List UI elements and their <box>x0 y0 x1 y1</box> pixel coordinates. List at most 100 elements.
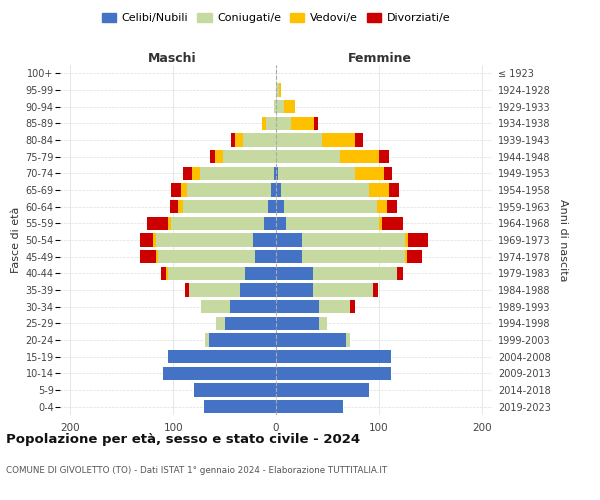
Bar <box>184 200 268 213</box>
Bar <box>240 284 276 296</box>
Bar <box>263 216 276 230</box>
Bar <box>276 166 278 180</box>
Bar <box>276 300 319 314</box>
Bar <box>274 166 276 180</box>
Bar <box>168 216 171 230</box>
Text: Femmine: Femmine <box>347 52 412 65</box>
Bar <box>158 250 256 264</box>
Bar <box>184 166 191 180</box>
Bar <box>382 216 403 230</box>
Bar <box>191 166 200 180</box>
Bar <box>322 134 355 146</box>
Bar <box>276 266 313 280</box>
Bar <box>397 266 403 280</box>
Bar <box>379 150 389 164</box>
Bar <box>140 234 152 246</box>
Bar <box>187 184 271 196</box>
Bar <box>163 366 276 380</box>
Bar <box>217 316 224 330</box>
Bar <box>178 200 184 213</box>
Bar <box>355 166 384 180</box>
Bar <box>215 150 223 164</box>
Bar <box>276 400 343 413</box>
Bar <box>148 216 168 230</box>
Bar <box>168 266 245 280</box>
Bar <box>276 234 302 246</box>
Bar <box>407 234 428 246</box>
Bar <box>268 200 276 213</box>
Bar <box>350 300 355 314</box>
Legend: Celibi/Nubili, Coniugati/e, Vedovi/e, Divorziati/e: Celibi/Nubili, Coniugati/e, Vedovi/e, Di… <box>97 8 455 28</box>
Bar <box>281 184 368 196</box>
Bar <box>314 116 318 130</box>
Bar <box>223 150 276 164</box>
Bar <box>276 316 319 330</box>
Bar <box>276 284 313 296</box>
Bar <box>340 150 379 164</box>
Bar <box>377 200 387 213</box>
Text: Popolazione per età, sesso e stato civile - 2024: Popolazione per età, sesso e stato civil… <box>6 432 360 446</box>
Bar <box>302 234 404 246</box>
Bar <box>404 234 407 246</box>
Bar <box>224 316 276 330</box>
Bar <box>384 166 392 180</box>
Bar <box>313 266 397 280</box>
Bar <box>276 366 391 380</box>
Bar <box>276 134 322 146</box>
Y-axis label: Anni di nascita: Anni di nascita <box>558 198 568 281</box>
Bar <box>166 266 168 280</box>
Bar <box>205 334 209 346</box>
Bar <box>245 266 276 280</box>
Bar <box>276 184 281 196</box>
Bar <box>284 100 295 114</box>
Bar <box>140 250 155 264</box>
Bar <box>379 216 382 230</box>
Bar <box>407 250 422 264</box>
Text: COMUNE DI GIVOLETTO (TO) - Dati ISTAT 1° gennaio 2024 - Elaborazione TUTTITALIA.: COMUNE DI GIVOLETTO (TO) - Dati ISTAT 1°… <box>6 466 387 475</box>
Bar <box>387 200 397 213</box>
Bar <box>319 316 328 330</box>
Bar <box>235 134 243 146</box>
Bar <box>302 250 404 264</box>
Bar <box>276 200 284 213</box>
Bar <box>373 284 378 296</box>
Bar <box>404 250 407 264</box>
Y-axis label: Fasce di età: Fasce di età <box>11 207 21 273</box>
Text: Maschi: Maschi <box>148 52 197 65</box>
Bar <box>168 350 276 364</box>
Bar <box>209 334 276 346</box>
Bar <box>194 384 276 396</box>
Bar <box>210 150 215 164</box>
Bar <box>276 216 286 230</box>
Bar <box>271 184 276 196</box>
Bar <box>161 266 166 280</box>
Bar <box>171 184 181 196</box>
Bar <box>278 166 355 180</box>
Bar <box>355 134 364 146</box>
Bar <box>253 234 276 246</box>
Bar <box>276 100 284 114</box>
Bar <box>368 184 389 196</box>
Bar <box>389 184 400 196</box>
Bar <box>274 100 276 114</box>
Bar <box>152 234 155 246</box>
Bar <box>276 350 391 364</box>
Bar <box>292 116 314 130</box>
Bar <box>276 150 340 164</box>
Bar <box>200 166 274 180</box>
Bar <box>346 334 350 346</box>
Bar <box>231 134 235 146</box>
Bar <box>266 116 276 130</box>
Bar <box>276 384 368 396</box>
Bar <box>276 334 346 346</box>
Bar <box>256 250 276 264</box>
Bar <box>230 300 276 314</box>
Bar <box>171 216 263 230</box>
Bar <box>319 300 350 314</box>
Bar <box>185 284 188 296</box>
Bar <box>284 200 377 213</box>
Bar <box>276 250 302 264</box>
Bar <box>279 84 281 96</box>
Bar <box>188 284 240 296</box>
Bar <box>155 234 253 246</box>
